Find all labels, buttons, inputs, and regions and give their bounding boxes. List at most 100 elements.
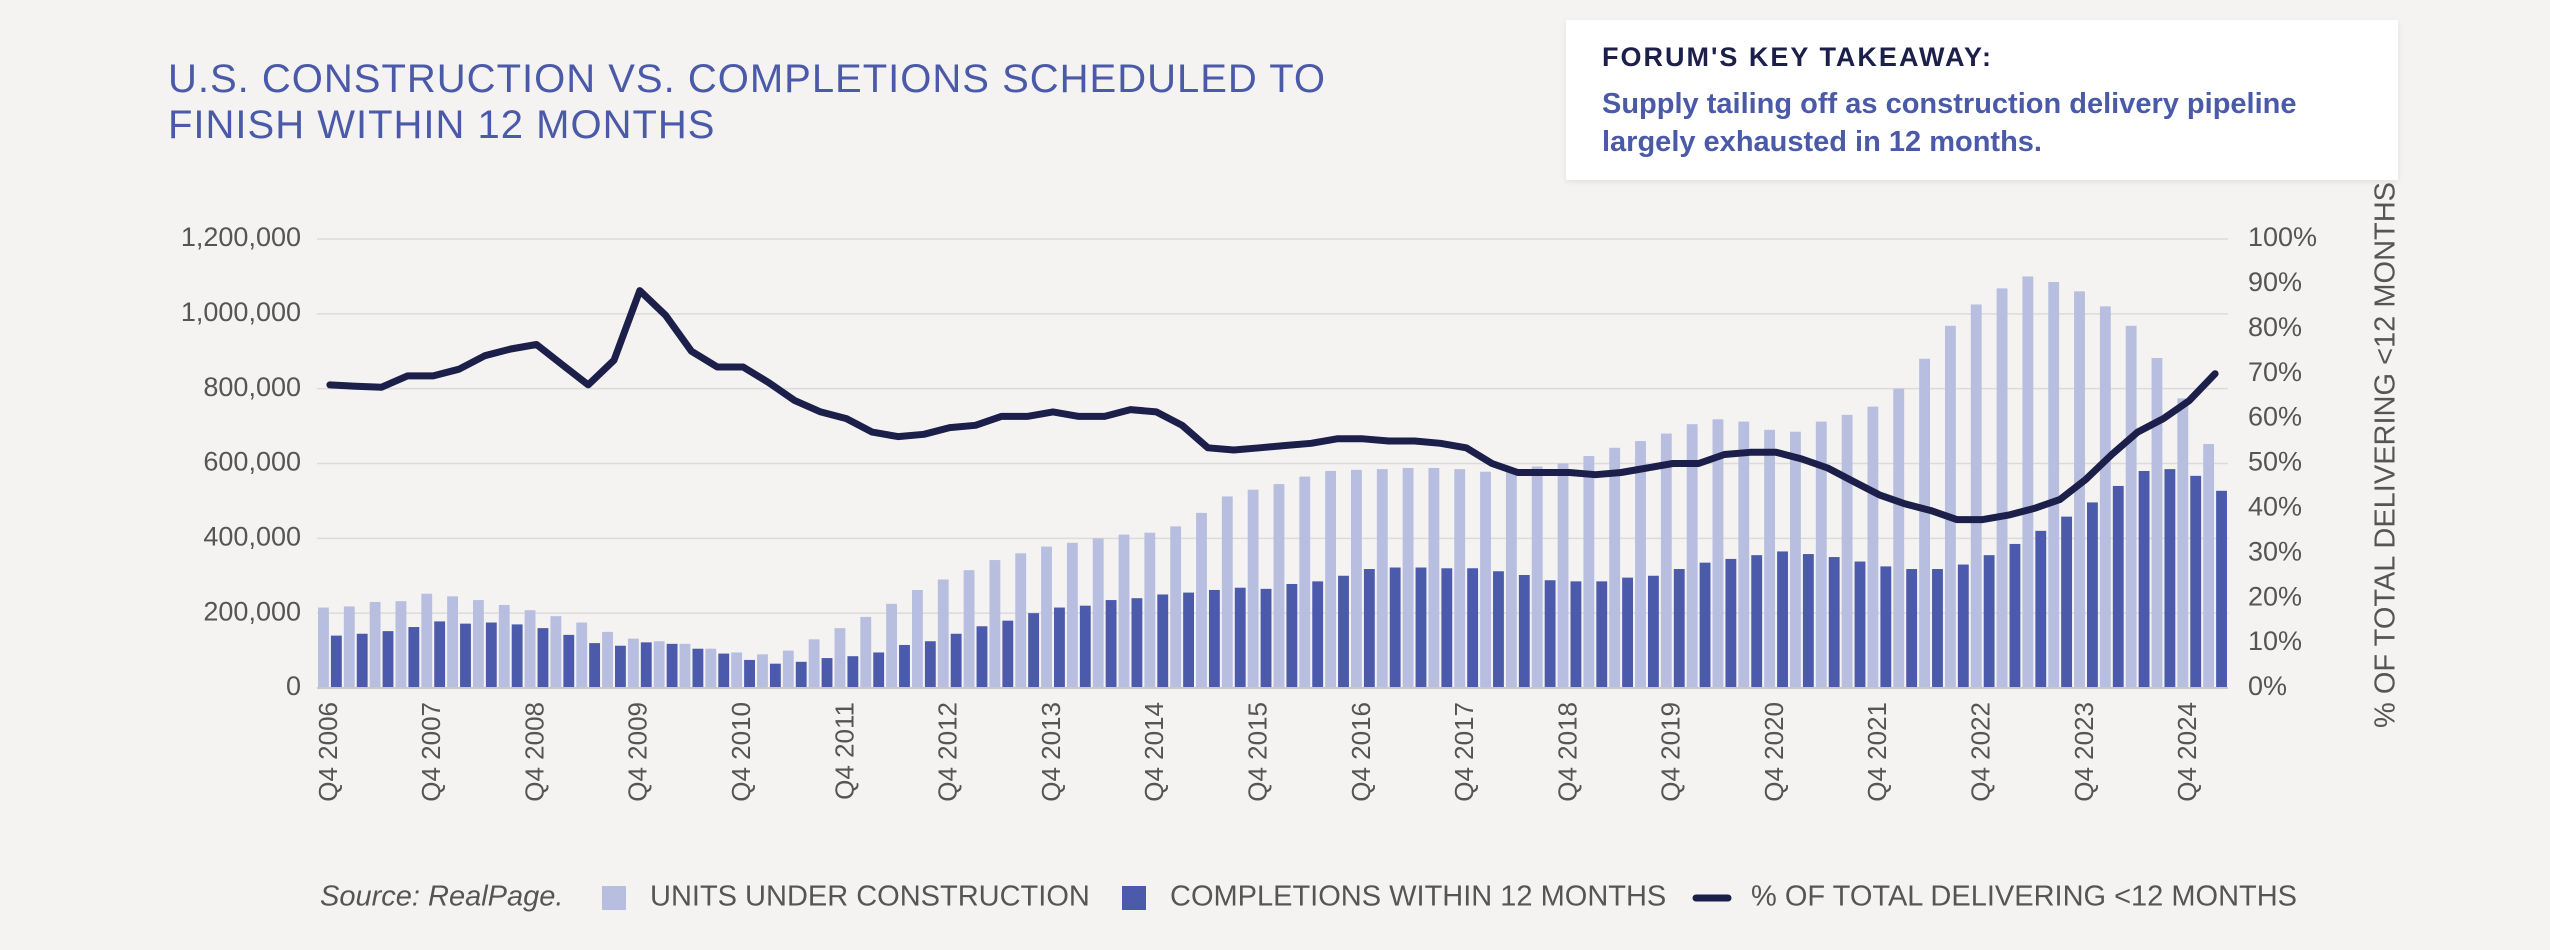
bar (2074, 291, 2085, 688)
bar (382, 631, 394, 688)
bar (2048, 282, 2060, 688)
bar (1518, 575, 1530, 688)
bar (1635, 441, 1646, 688)
bar (1880, 566, 1892, 688)
bar (757, 654, 768, 688)
y2-tick-label: 10% (2248, 626, 2302, 656)
legend-label: % OF TOTAL DELIVERING <12 MONTHS (1751, 881, 2297, 913)
x-tick-label: Q4 2021 (1862, 702, 1892, 802)
y-tick-label: 200,000 (203, 596, 301, 626)
bar (1015, 553, 1027, 688)
bar (769, 663, 781, 688)
bar (950, 633, 962, 688)
bar (1531, 466, 1543, 688)
bar (2035, 530, 2047, 688)
bar (1738, 421, 1750, 688)
bar (460, 623, 471, 688)
bar (976, 626, 988, 688)
bar (343, 606, 355, 688)
bar (924, 641, 936, 688)
bar (1854, 561, 1866, 688)
bar (1777, 551, 1788, 688)
bar (911, 589, 923, 688)
bar (1183, 592, 1194, 688)
bar (1131, 598, 1143, 688)
y2-tick-label: 40% (2248, 492, 2302, 522)
bar (563, 634, 575, 688)
bar (1725, 558, 1737, 688)
bar (1273, 484, 1285, 688)
bar (1841, 414, 1853, 688)
takeaway-text: Supply tailing off as construction deliv… (1602, 88, 2297, 158)
bar (1686, 424, 1698, 688)
bar (2099, 306, 2111, 688)
bar (589, 643, 601, 688)
y-tick-label: 1,000,000 (181, 297, 301, 327)
bar (2216, 490, 2227, 688)
bar (1790, 431, 1801, 688)
bar (1932, 569, 1943, 688)
y2-tick-label: 0% (2248, 671, 2287, 701)
bar (1583, 456, 1595, 688)
bar (1712, 419, 1724, 688)
bar (1944, 325, 1956, 688)
bar (1118, 534, 1130, 688)
x-tick-label: Q4 2013 (1036, 702, 1066, 802)
bar (1351, 469, 1362, 688)
bar (1815, 421, 1827, 688)
bar (1647, 575, 1659, 688)
bar (576, 622, 588, 688)
bar (1454, 469, 1466, 688)
bar (1480, 471, 1491, 688)
y-tick-label: 800,000 (203, 372, 301, 402)
y2-tick-label: 30% (2248, 536, 2302, 566)
bar (1970, 304, 1982, 688)
x-tick-label: Q4 2023 (2069, 702, 2099, 802)
bar (989, 560, 1001, 688)
bar (1105, 600, 1117, 688)
bar (408, 627, 420, 688)
y-tick-label: 1,200,000 (181, 222, 301, 252)
bar (847, 656, 859, 688)
bar (627, 638, 639, 688)
bar (666, 643, 678, 688)
bar (1867, 406, 1879, 688)
bar (1092, 538, 1104, 688)
bar (1906, 569, 1918, 688)
bar (1764, 429, 1776, 688)
legend-swatch (602, 886, 626, 910)
y2-tick-label: 100% (2248, 222, 2317, 252)
x-tick-label: Q4 2009 (623, 702, 653, 802)
bar (731, 652, 743, 688)
bar (834, 628, 846, 688)
x-tick-label: Q4 2017 (1449, 702, 1479, 802)
x-tick-label: Q4 2022 (1966, 702, 1996, 802)
bar (421, 593, 433, 688)
x-tick-label: Q4 2024 (2172, 702, 2202, 802)
bar (1312, 581, 1324, 688)
bar (640, 642, 652, 688)
bar (937, 579, 949, 688)
bar (1596, 581, 1608, 688)
takeaway-heading: FORUM'S KEY TAKEAWAY: (1602, 42, 1993, 72)
bar (1376, 469, 1388, 688)
x-tick-label: Q4 2016 (1346, 702, 1376, 802)
bar (1415, 567, 1427, 688)
bar (330, 635, 342, 688)
x-tick-label: Q4 2012 (933, 702, 963, 802)
line (326, 287, 2219, 524)
bar (1363, 569, 1375, 688)
x-tick-label: Q4 2010 (726, 702, 756, 802)
bar (2203, 444, 2215, 688)
bar (1505, 470, 1517, 688)
x-tick-label: Q4 2019 (1656, 702, 1686, 802)
bar (2164, 469, 2176, 688)
bar (1828, 557, 1840, 688)
bar (1144, 532, 1156, 688)
bar (899, 644, 910, 688)
bar (318, 607, 329, 688)
bar (2151, 357, 2163, 688)
bar (356, 633, 368, 688)
